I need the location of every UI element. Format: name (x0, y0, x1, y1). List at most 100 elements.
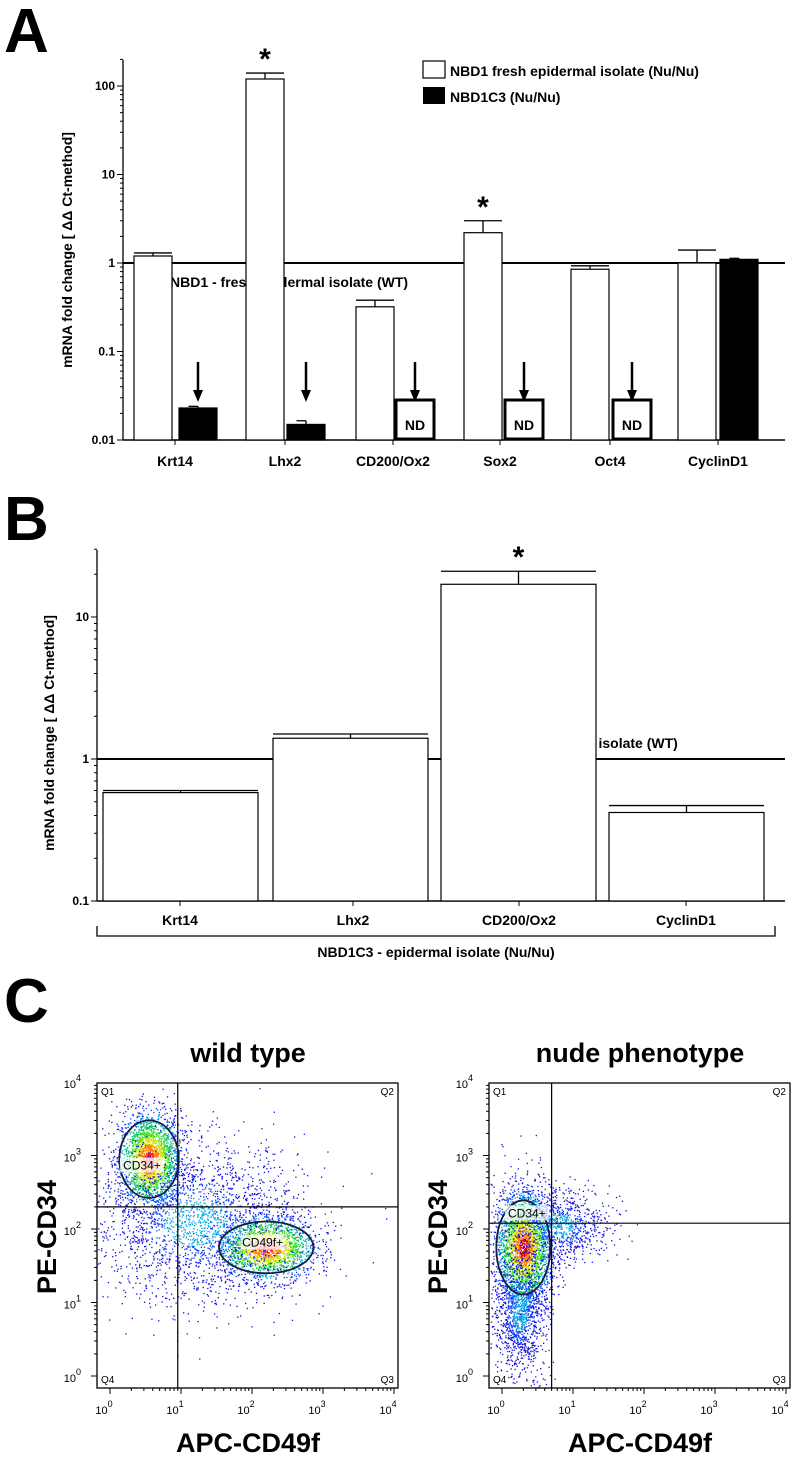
flow-event (187, 1258, 189, 1260)
flow-title-wild-type: wild type (189, 1038, 306, 1068)
flow-event (155, 1304, 157, 1306)
flow-event (322, 1239, 324, 1241)
flow-event (214, 1196, 216, 1198)
flow-event (200, 1207, 202, 1209)
flow-event (161, 1152, 163, 1154)
flow-event (255, 1194, 258, 1196)
flow-event (147, 1174, 149, 1176)
flow-event (150, 1122, 152, 1124)
flow-event (171, 1165, 173, 1167)
flow-event (285, 1262, 287, 1264)
flow-event (223, 1236, 226, 1238)
flow-event (249, 1263, 251, 1265)
flow-event (294, 1242, 296, 1244)
flow-event (211, 1247, 213, 1249)
flow-event (245, 1249, 247, 1251)
flow-event (226, 1275, 229, 1277)
flow-event (137, 1175, 139, 1177)
flow-event (166, 1180, 169, 1182)
flow-event (165, 1165, 167, 1168)
flow-event (124, 1124, 126, 1126)
flow-event (163, 1143, 165, 1146)
flow-event (283, 1287, 286, 1290)
flow-event (160, 1178, 162, 1180)
flow-event (203, 1275, 205, 1277)
flow-event (165, 1134, 167, 1136)
flow-event (280, 1261, 282, 1263)
flow-event (228, 1263, 230, 1266)
flow-event (217, 1221, 219, 1224)
flow-event (147, 1141, 149, 1143)
flow-event (283, 1211, 285, 1213)
flow-event (156, 1203, 159, 1205)
flow-event (270, 1225, 273, 1227)
flow-event (288, 1249, 290, 1251)
flow-event (175, 1159, 177, 1161)
flow-event (300, 1215, 302, 1217)
flow-event (292, 1254, 294, 1256)
flow-event (272, 1261, 274, 1263)
flow-event (287, 1226, 289, 1228)
flow-event (164, 1156, 166, 1158)
flow-event (138, 1112, 140, 1115)
flow-event (213, 1224, 215, 1227)
flow-event (140, 1123, 142, 1125)
flow-event (142, 1134, 144, 1136)
flow-event (242, 1249, 244, 1251)
flow-event (153, 1154, 155, 1156)
flow-event (145, 1143, 147, 1146)
flow-event (198, 1209, 200, 1211)
flow-event (228, 1278, 230, 1281)
flow-event (280, 1151, 282, 1153)
flow-event (124, 1193, 126, 1195)
flow-event (296, 1257, 298, 1259)
flow-event (136, 1176, 138, 1178)
flow-event (138, 1172, 140, 1174)
flow-event (214, 1275, 216, 1277)
flow-event (149, 1149, 151, 1151)
flow-event (214, 1254, 216, 1256)
flow-event (209, 1249, 212, 1251)
flow-event (301, 1236, 304, 1238)
flow-event (130, 1199, 132, 1202)
flow-event (139, 1187, 142, 1190)
flow-event (245, 1302, 247, 1305)
flow-event (139, 1199, 141, 1201)
flow-event (283, 1268, 285, 1271)
flow-event (153, 1334, 155, 1336)
flow-event (243, 1229, 246, 1231)
flow-event (238, 1285, 240, 1287)
flow-event (257, 1252, 260, 1254)
flow-event (132, 1177, 134, 1179)
flow-event (226, 1238, 228, 1240)
flow-event (251, 1225, 253, 1227)
flow-event (141, 1213, 144, 1215)
flow-event (223, 1225, 225, 1227)
flow-event (137, 1120, 139, 1122)
flow-event (161, 1151, 164, 1153)
flow-event (163, 1130, 165, 1132)
flow-event (183, 1154, 186, 1156)
flow-event (158, 1229, 160, 1231)
flow-event (255, 1250, 257, 1252)
flow-event (264, 1223, 267, 1225)
flow-event (280, 1256, 282, 1259)
flow-event (286, 1229, 288, 1231)
flow-event (155, 1192, 157, 1194)
flow-event (163, 1142, 165, 1144)
flow-event (158, 1173, 160, 1175)
flow-event (185, 1148, 187, 1150)
flow-event (237, 1256, 239, 1258)
flow-event (150, 1172, 152, 1174)
flow-event (131, 1154, 133, 1157)
flow-event (139, 1178, 141, 1180)
flow-event (137, 1146, 139, 1148)
flow-event (233, 1150, 235, 1152)
flow-event (279, 1252, 281, 1254)
flow-event (246, 1259, 248, 1261)
flow-event (308, 1254, 311, 1256)
flow-event (304, 1225, 307, 1227)
flow-event (216, 1190, 219, 1192)
flow-event (244, 1232, 247, 1234)
flow-event (150, 1146, 152, 1148)
